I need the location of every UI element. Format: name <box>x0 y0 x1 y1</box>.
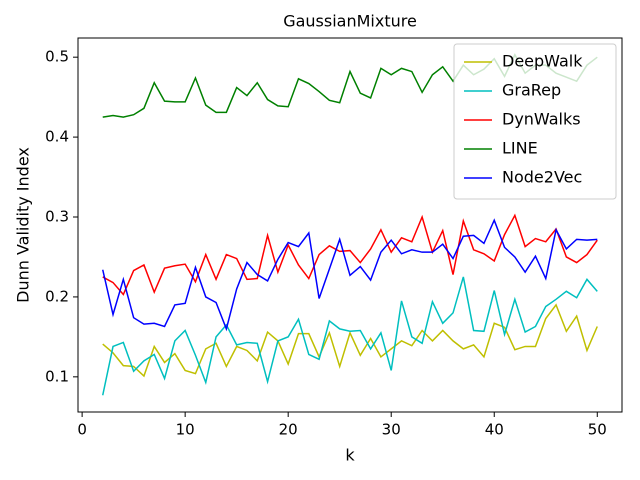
y-axis-label: Dunn Validity Index <box>14 147 33 303</box>
y-tick-label: 0.3 <box>45 208 69 226</box>
series-line <box>101 218 598 332</box>
y-tick-label: 0.2 <box>45 287 69 305</box>
series-line <box>101 276 598 396</box>
x-tick-label: 20 <box>279 421 298 439</box>
series-line <box>102 303 598 378</box>
legend-label: LINE <box>502 139 538 158</box>
x-axis-label: k <box>345 446 355 465</box>
x-tick-label: 30 <box>382 421 401 439</box>
legend-label: Node2Vec <box>502 168 582 187</box>
y-tick-label: 0.5 <box>45 48 69 66</box>
y-tick-label: 0.4 <box>45 128 69 146</box>
legend-label: GraRep <box>502 81 561 100</box>
chart-title: GaussianMixture <box>283 12 417 31</box>
x-tick-label: 40 <box>485 421 504 439</box>
series-line <box>102 213 598 296</box>
x-tick-label: 50 <box>588 421 607 439</box>
legend-box <box>453 43 617 200</box>
x-tick-label: 10 <box>176 421 195 439</box>
x-tick-label: 0 <box>77 421 87 439</box>
y-tick-label: 0.1 <box>45 367 69 385</box>
legend-label: DeepWalk <box>502 52 583 71</box>
plot-frame <box>77 37 623 413</box>
legend-label: DynWalks <box>502 110 581 129</box>
